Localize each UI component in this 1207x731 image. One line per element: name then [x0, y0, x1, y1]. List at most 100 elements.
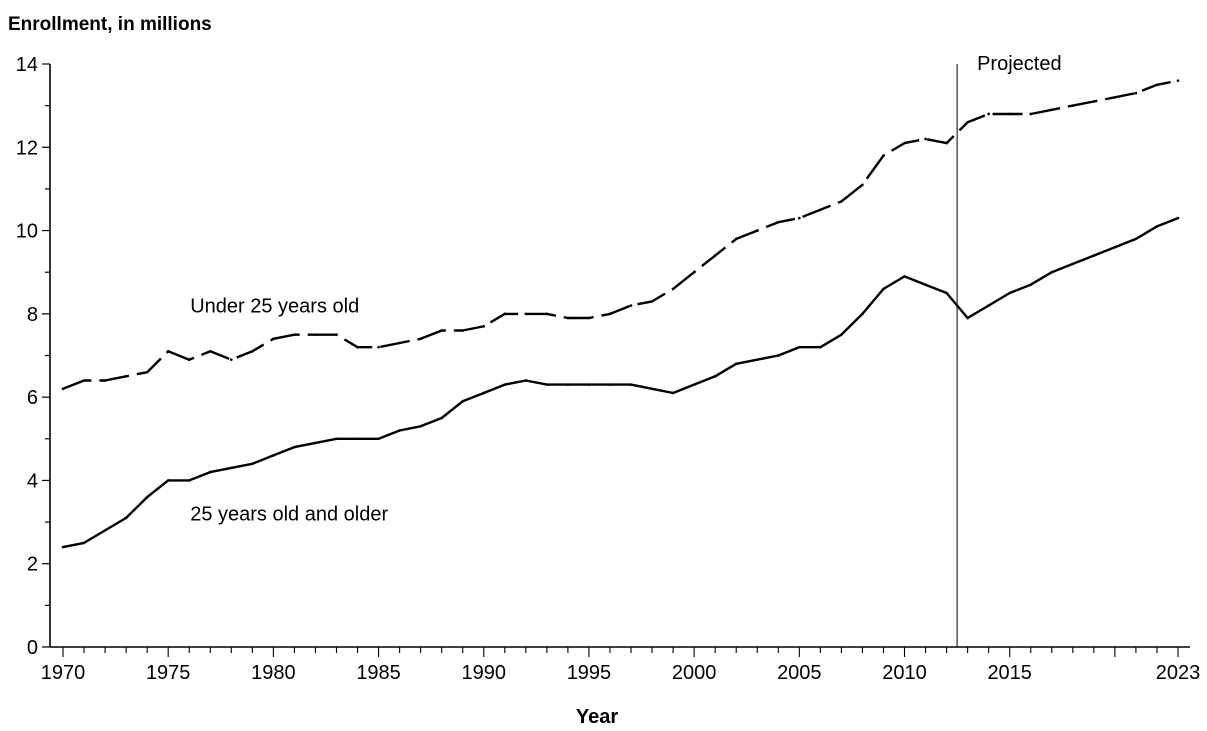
- data-point: [1134, 91, 1138, 95]
- series-label: 25 years old and older: [190, 504, 388, 526]
- data-point: [314, 441, 317, 445]
- data-point: [419, 337, 422, 341]
- data-point: [755, 229, 759, 232]
- projection-label: Projected: [977, 53, 1062, 75]
- data-point: [524, 379, 528, 382]
- data-point: [230, 358, 233, 361]
- data-point: [166, 350, 170, 353]
- data-point: [882, 154, 885, 157]
- data-point: [1092, 254, 1096, 257]
- data-point: [1113, 245, 1117, 249]
- data-point: [566, 316, 570, 320]
- axes: 0 2 4 6 8 10 12 14 1970 1975 1980 1985 1990 1995 2000 2…: [16, 53, 1201, 684]
- data-point: [819, 345, 822, 349]
- data-point: [566, 383, 570, 386]
- data-point: [840, 200, 843, 203]
- data-point: [461, 329, 465, 332]
- y-tick-label: 14: [16, 54, 38, 76]
- data-point: [671, 391, 675, 395]
- data-point: [1176, 79, 1180, 82]
- x-tick-label: 2023: [1156, 662, 1201, 684]
- data-point: [1113, 96, 1117, 99]
- data-point: [524, 312, 528, 316]
- data-point: [103, 529, 107, 532]
- data-point: [335, 333, 338, 336]
- data-point: [293, 445, 296, 449]
- data-point: [545, 312, 549, 316]
- series-line-25-and-older: [62, 216, 1179, 549]
- data-point: [650, 387, 654, 391]
- data-point: [1176, 216, 1180, 220]
- data-point: [82, 541, 86, 545]
- chart-title: Enrollment, in millions: [8, 14, 212, 35]
- data-point: [776, 354, 780, 357]
- data-point: [61, 545, 65, 549]
- data-point: [840, 333, 843, 336]
- y-tick-label: 12: [16, 137, 38, 159]
- data-point: [650, 300, 654, 303]
- data-point: [1155, 83, 1159, 87]
- data-point: [734, 237, 738, 241]
- x-tick-label: 1975: [146, 662, 191, 684]
- data-point: [1155, 225, 1159, 228]
- y-tick-label: 2: [27, 554, 38, 576]
- data-point: [482, 391, 486, 395]
- data-point: [776, 220, 780, 224]
- y-tick-label: 4: [27, 470, 38, 492]
- x-tick-label: 2015: [987, 662, 1032, 684]
- data-point: [692, 270, 696, 274]
- data-point: [1050, 270, 1054, 274]
- data-point: [440, 416, 443, 420]
- data-point: [251, 350, 254, 353]
- data-point: [903, 141, 906, 145]
- data-point: [945, 291, 948, 295]
- data-point: [671, 287, 675, 291]
- data-point: [82, 379, 86, 382]
- x-tick-label: 1995: [567, 662, 612, 684]
- y-tick-label: 0: [27, 637, 38, 659]
- data-point: [398, 341, 401, 345]
- data-point: [629, 304, 633, 307]
- data-point: [713, 254, 717, 257]
- data-point: [987, 112, 990, 116]
- data-point: [124, 516, 128, 520]
- data-point: [587, 383, 591, 386]
- data-point: [861, 312, 864, 316]
- data-point: [966, 316, 969, 320]
- x-tick-label: 1985: [356, 662, 401, 684]
- data-point: [966, 121, 969, 124]
- x-axis-title: Year: [576, 706, 618, 728]
- data-point: [1092, 100, 1096, 103]
- data-point: [1029, 283, 1033, 287]
- data-point: [1008, 112, 1011, 116]
- data-point: [945, 141, 948, 145]
- annotation-layer: Under 25 years old 25 years old and older: [190, 296, 388, 526]
- x-tick-label: 2010: [882, 662, 927, 684]
- data-point: [103, 379, 107, 382]
- data-point: [124, 375, 128, 378]
- data-point: [335, 437, 338, 441]
- data-point: [208, 350, 212, 353]
- data-point: [272, 454, 275, 457]
- data-point: [692, 383, 696, 386]
- data-point: [882, 287, 885, 291]
- data-point: [755, 358, 759, 361]
- x-tick-label: 1970: [41, 662, 86, 684]
- series-label: Under 25 years old: [190, 296, 359, 318]
- data-point: [503, 312, 507, 316]
- data-point: [272, 337, 275, 341]
- data-point: [482, 325, 486, 328]
- data-point: [314, 333, 317, 336]
- data-point: [293, 333, 296, 336]
- series-line-under-25: [62, 79, 1179, 390]
- data-point: [503, 383, 507, 386]
- y-tick-label: 10: [16, 221, 38, 243]
- data-point: [61, 387, 65, 391]
- data-point: [230, 466, 233, 470]
- data-point: [356, 437, 359, 441]
- data-point: [734, 362, 738, 366]
- data-point: [903, 275, 906, 278]
- data-point: [356, 345, 359, 349]
- data-point: [1071, 104, 1075, 107]
